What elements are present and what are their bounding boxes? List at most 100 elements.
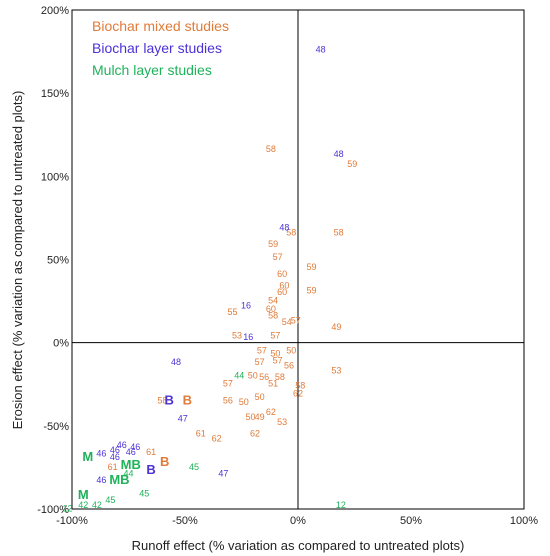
point-s1-2: 48: [279, 222, 289, 232]
letter-marker-2: B: [160, 454, 169, 469]
point-s1-13: 46: [126, 447, 136, 457]
point-s0-45: 61: [146, 447, 156, 457]
point-s0-42: 61: [196, 429, 206, 439]
point-s0-17: 49: [331, 322, 341, 332]
point-s0-39: 50: [246, 412, 256, 422]
legend-entry-1: Biochar layer studies: [92, 40, 222, 56]
point-s0-16: 57: [291, 315, 301, 325]
point-s0-19: 57: [270, 330, 280, 340]
point-s0-25: 56: [284, 360, 294, 370]
point-s0-34: 50: [255, 392, 265, 402]
point-s0-41: 53: [277, 417, 287, 427]
point-s2-5: 42: [92, 500, 102, 510]
point-s0-14: 55: [227, 307, 237, 317]
point-s1-7: 47: [218, 468, 228, 478]
point-s0-33: 53: [331, 365, 341, 375]
x-tick-label-1: -50%: [172, 515, 198, 527]
point-s0-20: 57: [257, 345, 267, 355]
point-s0-38: 62: [266, 407, 276, 417]
letter-marker-7: M: [78, 487, 89, 502]
point-s0-5: 57: [273, 252, 283, 262]
point-s2-0: 44: [234, 370, 244, 380]
point-s1-1: 48: [334, 149, 344, 159]
point-s2-8: 12: [336, 500, 346, 510]
point-s0-11: 54: [268, 295, 278, 305]
point-s1-10: 46: [110, 445, 120, 455]
x-axis-label: Runoff effect (% variation as compared t…: [132, 538, 465, 553]
letter-marker-6: MB: [109, 472, 129, 487]
y-tick-label-5: -50%: [43, 421, 69, 433]
point-s1-14: 46: [96, 475, 106, 485]
letter-marker-1: B: [164, 392, 173, 407]
point-s0-0: 58: [266, 144, 276, 154]
point-s2-7: 12: [62, 503, 72, 513]
y-tick-label-2: 100%: [41, 171, 69, 183]
point-s0-46: 61: [108, 462, 118, 472]
point-s2-2: 44: [123, 468, 133, 478]
point-s0-44: 62: [250, 429, 260, 439]
point-s2-4: 45: [105, 495, 115, 505]
letter-marker-4: M: [82, 449, 93, 464]
point-s1-8: 46: [117, 440, 127, 450]
point-s0-40: 49: [255, 412, 265, 422]
point-s1-0: 48: [316, 44, 326, 54]
point-s2-6: 42: [78, 500, 88, 510]
y-tick-label-3: 50%: [47, 255, 69, 267]
point-s0-23: 57: [255, 357, 265, 367]
point-s0-30: 51: [268, 379, 278, 389]
point-s0-15: 54: [282, 317, 292, 327]
letter-marker-5: MB: [121, 457, 141, 472]
point-s1-11: 46: [96, 448, 106, 458]
x-tick-label-0: -100%: [56, 515, 88, 527]
point-s0-27: 56: [259, 372, 269, 382]
point-s0-9: 60: [277, 287, 287, 297]
point-s0-4: 59: [268, 239, 278, 249]
point-s0-32: 62: [293, 389, 303, 399]
x-tick-label-2: 0%: [290, 515, 306, 527]
point-s0-13: 58: [268, 310, 278, 320]
x-tick-label-3: 50%: [400, 515, 422, 527]
legend-entry-2: Mulch layer studies: [92, 62, 212, 78]
point-s0-6: 59: [307, 262, 317, 272]
point-s0-37: 58: [157, 395, 167, 405]
legend-entry-0: Biochar mixed studies: [92, 18, 229, 34]
point-s1-12: 46: [110, 452, 120, 462]
point-s0-18: 53: [232, 330, 242, 340]
point-s0-24: 57: [273, 355, 283, 365]
point-s0-29: 57: [223, 379, 233, 389]
letter-marker-3: B: [146, 462, 155, 477]
y-tick-label-6: -100%: [37, 504, 69, 516]
point-s1-4: 16: [243, 332, 253, 342]
axis-ticks: -100% -50% 0% 50% 100% 200% 150% 100% 50% 0% -50% -…: [37, 5, 538, 527]
point-s0-2: 58: [286, 227, 296, 237]
legend: Biochar mixed studies Biochar layer studi…: [92, 18, 229, 78]
y-tick-label-0: 200%: [41, 5, 69, 17]
letter-marker-0: B: [183, 392, 192, 407]
point-s1-6: 47: [178, 414, 188, 424]
point-s0-26: 50: [248, 370, 258, 380]
point-s0-28: 58: [275, 372, 285, 382]
y-axis-label: Erosion effect (% variation as compared …: [10, 91, 25, 430]
point-s2-3: 45: [139, 488, 149, 498]
point-s0-10: 59: [307, 285, 317, 295]
point-s0-3: 58: [334, 227, 344, 237]
point-s0-35: 56: [223, 395, 233, 405]
point-s1-9: 46: [130, 442, 140, 452]
point-s0-22: 50: [286, 345, 296, 355]
point-s1-5: 48: [171, 357, 181, 367]
y-tick-label-1: 150%: [41, 88, 69, 100]
point-s1-3: 16: [241, 300, 251, 310]
point-s0-31: 58: [295, 380, 305, 390]
point-s0-36: 50: [239, 397, 249, 407]
point-s0-7: 60: [277, 269, 287, 279]
point-s0-1: 59: [347, 159, 357, 169]
point-s0-8: 60: [279, 280, 289, 290]
point-s0-12: 60: [266, 304, 276, 314]
x-tick-label-4: 100%: [510, 515, 538, 527]
point-s0-43: 62: [212, 434, 222, 444]
y-tick-label-4: 0%: [53, 338, 69, 350]
point-s0-21: 50: [270, 349, 280, 359]
point-s2-1: 45: [189, 462, 199, 472]
